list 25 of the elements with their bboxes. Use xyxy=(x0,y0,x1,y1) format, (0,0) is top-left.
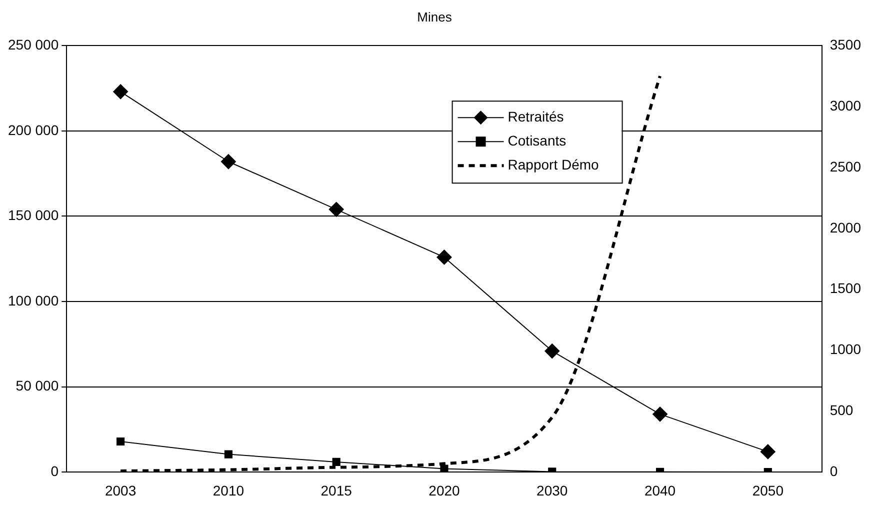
y2-tick-label: 1500 xyxy=(830,280,862,296)
x-tick-label: 2015 xyxy=(320,482,352,498)
x-tick-label: 2050 xyxy=(752,482,784,498)
y-tick-label: 100 000 xyxy=(8,292,59,308)
y2-tick-label: 0 xyxy=(830,463,838,480)
y2-tick-label: 2500 xyxy=(830,158,862,174)
x-tick-label: 2040 xyxy=(644,482,676,498)
y2-tick-label: 2000 xyxy=(830,219,862,236)
y-tick-label: 0 xyxy=(50,463,59,480)
legend-label: Cotisants xyxy=(508,132,566,148)
x-tick-label: 2003 xyxy=(104,482,136,498)
x-tick-label: 2020 xyxy=(428,482,460,498)
y-tick-label: 50 000 xyxy=(16,378,59,394)
y-tick-label: 150 000 xyxy=(8,207,59,224)
chart-title: Mines xyxy=(417,9,452,24)
y2-tick-label: 1000 xyxy=(830,341,862,358)
y2-tick-label: 500 xyxy=(830,402,854,418)
x-tick-label: 2030 xyxy=(536,482,568,498)
y2-tick-label: 3500 xyxy=(830,36,862,52)
legend-label: Retraités xyxy=(508,108,564,124)
legend-label: Rapport Démo xyxy=(508,156,600,172)
x-tick-label: 2010 xyxy=(212,482,244,498)
y-tick-label: 200 000 xyxy=(8,122,59,138)
y2-tick-label: 3000 xyxy=(830,97,862,114)
y-tick-label: 250 000 xyxy=(8,36,59,52)
